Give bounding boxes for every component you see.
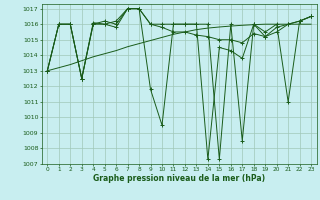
X-axis label: Graphe pression niveau de la mer (hPa): Graphe pression niveau de la mer (hPa) <box>93 174 265 183</box>
